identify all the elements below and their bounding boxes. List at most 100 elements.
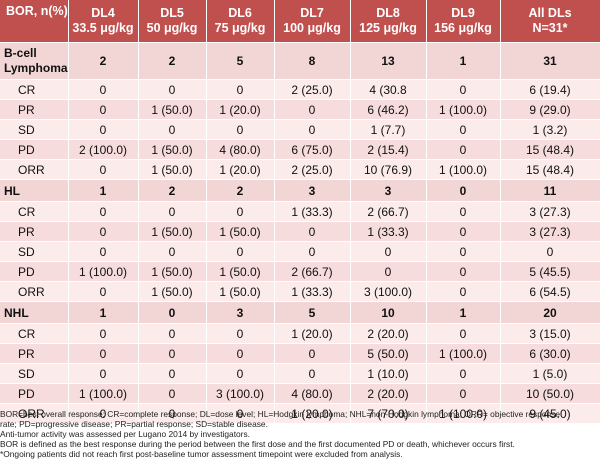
group-count-cell: 3 (274, 179, 351, 202)
header-dl6-label: DL6 (228, 6, 252, 20)
header-row: BOR, n(%) DL4 33.5 μg/kg DL5 50 μg/kg DL6 7… (0, 0, 600, 43)
table-cell: 1 (50.0) (138, 221, 207, 242)
header-all-dls-label: All DLs (528, 6, 572, 20)
table-cell: 1 (20.0) (274, 323, 351, 344)
header-bor: BOR, n(%) (0, 0, 69, 43)
response-label: ORR (0, 403, 69, 424)
group-count-cell: 8 (274, 42, 351, 80)
table-cell: 10 (76.9) (350, 159, 427, 180)
table-cell: 0 (426, 139, 501, 160)
table-cell: 0 (206, 241, 275, 262)
table-cell: 1 (50.0) (138, 281, 207, 302)
table-cell: 3 (100.0) (206, 383, 275, 404)
table-row-cr: CR 0 0 0 1 (33.3) 2 (66.7) 0 3 (27.3) (0, 201, 600, 222)
table-cell: 2 (20.0) (350, 323, 427, 344)
group-count-cell: 1 (426, 301, 501, 324)
table-cell: 0 (68, 221, 139, 242)
table-cell: 0 (206, 403, 275, 424)
table-cell: 3 (27.3) (500, 221, 600, 242)
group-count-cell: 0 (138, 301, 207, 324)
table-cell: 4 (80.0) (274, 383, 351, 404)
response-label: PR (0, 343, 69, 364)
table-row-sd: SD 0 0 0 0 0 0 0 (0, 241, 600, 262)
group-label: HL (0, 179, 69, 202)
table-cell: 1 (5.0) (500, 363, 600, 384)
header-all-dls-n: N=31* (532, 21, 568, 35)
response-label: SD (0, 119, 69, 140)
table-row-orr: ORR 0 0 0 1 (20.0) 7 (70.0) 1 (100.0) 9 (45.0) (0, 403, 600, 424)
group-row-nhl: NHL 1 0 3 5 10 1 20 (0, 301, 600, 324)
table-cell: 0 (426, 383, 501, 404)
table-cell: 0 (206, 323, 275, 344)
table-cell: 0 (68, 119, 139, 140)
table-cell: 1 (3.2) (500, 119, 600, 140)
response-label: CR (0, 323, 69, 344)
group-label: B-cell Lymphoma (0, 42, 69, 80)
header-dl4: DL4 33.5 μg/kg (68, 0, 139, 43)
header-dl4-label: DL4 (91, 6, 115, 20)
table-cell: 1 (10.0) (350, 363, 427, 384)
table-cell: 0 (274, 221, 351, 242)
table-cell: 0 (138, 119, 207, 140)
table-cell: 3 (15.0) (500, 323, 600, 344)
table-cell: 6 (19.4) (500, 79, 600, 100)
table-cell: 0 (206, 119, 275, 140)
response-label: PR (0, 221, 69, 242)
table-cell: 1 (100.0) (68, 383, 139, 404)
header-dl6: DL6 75 μg/kg (206, 0, 275, 43)
table-row-sd: SD 0 0 0 0 1 (10.0) 0 1 (5.0) (0, 363, 600, 384)
group-label-line1: B-cell (4, 46, 37, 60)
table-cell: 1 (100.0) (68, 261, 139, 282)
table-cell: 1 (100.0) (426, 343, 501, 364)
table-cell: 0 (138, 241, 207, 262)
group-label: NHL (0, 301, 69, 324)
response-label: SD (0, 241, 69, 262)
response-label: SD (0, 363, 69, 384)
table-cell: 9 (45.0) (500, 403, 600, 424)
header-dl5: DL5 50 μg/kg (138, 0, 207, 43)
table-cell: 1 (100.0) (426, 159, 501, 180)
table-cell: 5 (50.0) (350, 343, 427, 364)
table-cell: 0 (350, 261, 427, 282)
table-row-pd: PD 2 (100.0) 1 (50.0) 4 (80.0) 6 (75.0) 2 (15… (0, 139, 600, 160)
table-cell: 0 (206, 363, 275, 384)
table-cell: 0 (138, 323, 207, 344)
table-cell: 1 (20.0) (274, 403, 351, 424)
table-cell: 1 (20.0) (206, 159, 275, 180)
table-cell: 0 (274, 241, 351, 262)
table-cell: 0 (68, 201, 139, 222)
group-count-cell: 13 (350, 42, 427, 80)
table-cell: 2 (20.0) (350, 383, 427, 404)
response-label: CR (0, 79, 69, 100)
table-row-cr: CR 0 0 0 2 (25.0) 4 (30.8 0 6 (19.4) (0, 79, 600, 100)
table-cell: 0 (68, 159, 139, 180)
table-cell: 0 (274, 363, 351, 384)
table-cell: 15 (48.4) (500, 159, 600, 180)
group-count-cell: 1 (426, 42, 501, 80)
response-label: ORR (0, 281, 69, 302)
table-cell: 2 (15.4) (350, 139, 427, 160)
table-row-orr: ORR 0 1 (50.0) 1 (20.0) 2 (25.0) 10 (76.9) 1 (… (0, 159, 600, 180)
group-count-cell: 1 (68, 301, 139, 324)
group-count-cell: 3 (350, 179, 427, 202)
header-dl9-dose: 156 μg/kg (434, 21, 492, 35)
footnote-abbreviations-cont: rate; PD=progressive disease; PR=partial… (0, 419, 268, 429)
table-cell: 0 (138, 201, 207, 222)
table-cell: 10 (50.0) (500, 383, 600, 404)
group-count-cell: 10 (350, 301, 427, 324)
table-cell: 15 (48.4) (500, 139, 600, 160)
table-cell: 0 (68, 403, 139, 424)
footnote-bor-definition: BOR is defined as the best response duri… (0, 439, 515, 449)
table-cell: 0 (68, 343, 139, 364)
header-dl4-dose: 33.5 μg/kg (72, 21, 134, 35)
group-label-line2: Lymphoma (4, 61, 68, 75)
table-row-pr: PR 0 1 (50.0) 1 (20.0) 0 6 (46.2) 1 (100.0) 9 (… (0, 99, 600, 120)
group-count-cell: 5 (206, 42, 275, 80)
table-row-cr: CR 0 0 0 1 (20.0) 2 (20.0) 0 3 (15.0) (0, 323, 600, 344)
header-dl5-dose: 50 μg/kg (146, 21, 198, 35)
table-cell: 1 (100.0) (426, 403, 501, 424)
table-cell: 0 (426, 221, 501, 242)
group-row-hl: HL 1 2 2 3 3 0 11 (0, 179, 600, 202)
footnote-assessment: Anti-tumor activity was assessed per Lug… (0, 429, 250, 439)
